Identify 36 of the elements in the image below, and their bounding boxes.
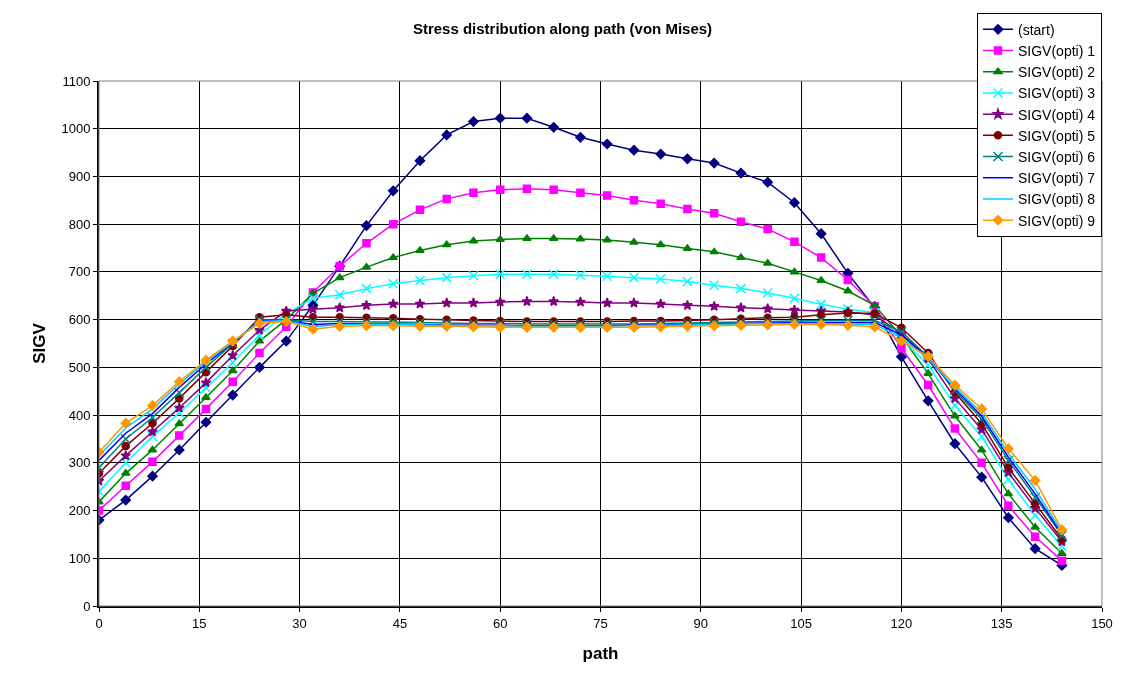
y-tick-label: 500: [68, 359, 91, 375]
y-tick-label: 900: [68, 169, 91, 184]
x-tick-label: 135: [990, 615, 1013, 631]
legend-label: SIGV(opti) 2: [1018, 64, 1096, 81]
legend-label: SIGV(opti) 6: [1018, 149, 1096, 166]
legend-label: SIGV(opti) 1: [1018, 43, 1096, 60]
legend-label: SIGV(opti) 3: [1018, 85, 1096, 102]
chart-title: Stress distribution along path (von Mises): [412, 20, 713, 38]
legend-label: SIGV(opti) 5: [1018, 127, 1096, 144]
x-tick-label: 45: [392, 615, 408, 631]
y-tick-label: 300: [68, 455, 91, 471]
legend-label: SIGV(opti) 8: [1018, 191, 1096, 208]
legend-label: (start): [1018, 21, 1055, 38]
legend-label: SIGV(opti) 4: [1018, 106, 1096, 123]
y-tick-label: 400: [68, 407, 91, 423]
legend-label: SIGV(opti) 9: [1018, 212, 1096, 229]
legend-label: SIGV(opti) 7: [1018, 170, 1096, 187]
x-tick-label: 120: [890, 615, 913, 631]
y-tick-label: 800: [68, 216, 91, 232]
x-tick-label: 30: [292, 615, 307, 631]
y-tick-label: 600: [68, 312, 91, 328]
y-tick-label: 1100: [62, 73, 91, 89]
y-tick-label: 100: [68, 550, 91, 566]
y-tick-label: 200: [68, 503, 91, 519]
y-tick-label: 700: [68, 264, 91, 280]
y-tick-label: 1000: [61, 121, 91, 137]
x-tick-label: 90: [693, 615, 709, 631]
x-tick-label: 15: [192, 615, 207, 631]
y-tick-label: 0: [83, 598, 91, 614]
x-tick-label: 75: [593, 615, 608, 631]
x-tick-label: 60: [492, 615, 508, 631]
x-tick-label: 105: [790, 615, 812, 631]
x-axis-title: path: [582, 644, 619, 664]
x-tick-label: 150: [1091, 615, 1113, 631]
x-tick-label: 0: [95, 615, 103, 631]
y-axis-title: SIGV: [29, 322, 49, 364]
